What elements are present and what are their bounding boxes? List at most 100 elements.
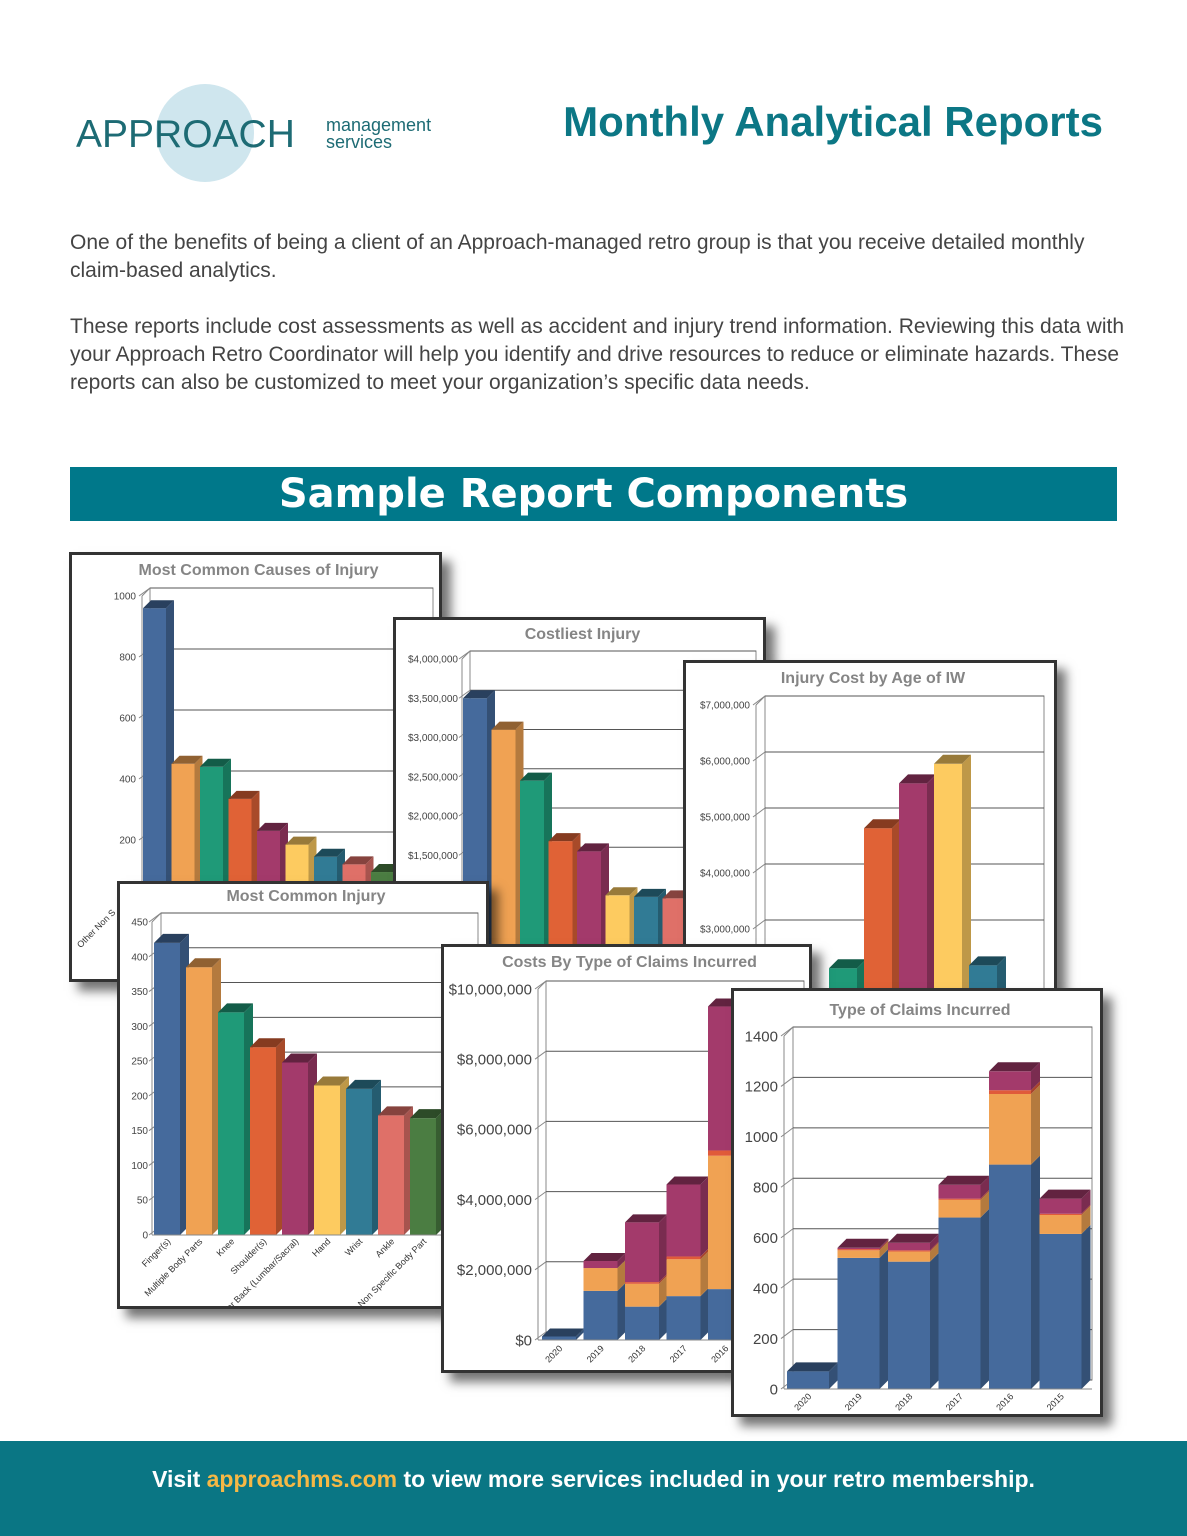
chart-title: Costliest Injury bbox=[525, 626, 641, 643]
bar-segment bbox=[1039, 1224, 1091, 1389]
bar-top bbox=[314, 1076, 349, 1086]
bar-front bbox=[378, 1115, 404, 1235]
y-tick-label: $3,500,000 bbox=[408, 694, 458, 705]
x-category-label: Wrist bbox=[343, 1236, 365, 1258]
bar-front bbox=[888, 1261, 930, 1389]
bar-segment bbox=[837, 1241, 889, 1258]
bar-front bbox=[228, 798, 252, 901]
bar-segment bbox=[625, 1274, 667, 1284]
bar-front bbox=[837, 1247, 880, 1250]
bar-side bbox=[1031, 1062, 1040, 1091]
y-tick-label: 50 bbox=[137, 1196, 149, 1207]
bar-segment bbox=[625, 1275, 667, 1307]
bar-top bbox=[186, 958, 221, 968]
bar-side bbox=[700, 1251, 709, 1297]
bar-side bbox=[617, 1282, 626, 1340]
bar-top bbox=[899, 774, 936, 784]
bar-top bbox=[378, 1106, 413, 1116]
bar bbox=[346, 1079, 381, 1235]
bar-front bbox=[625, 1306, 659, 1340]
bar-front bbox=[708, 1150, 742, 1156]
bar-top bbox=[864, 819, 901, 829]
bar bbox=[154, 933, 189, 1235]
bars bbox=[154, 933, 445, 1235]
bar-side bbox=[659, 1298, 667, 1340]
y-tick-label: $4,000,000 bbox=[408, 655, 458, 666]
y-tick-label: $7,000,000 bbox=[700, 701, 750, 712]
bar-front bbox=[218, 1012, 244, 1235]
bar-top bbox=[577, 843, 609, 852]
bar-segment bbox=[989, 1155, 1040, 1389]
bar-side bbox=[879, 1241, 889, 1258]
y-tick-label: 400 bbox=[753, 1280, 778, 1297]
tick-mark bbox=[534, 1261, 547, 1271]
website-link[interactable]: approachms.com bbox=[206, 1466, 398, 1492]
bar-segment bbox=[1039, 1204, 1091, 1216]
y-tick-label: $5,000,000 bbox=[700, 813, 750, 824]
bar-top bbox=[605, 887, 638, 896]
bar-side bbox=[659, 1275, 667, 1307]
bar-top bbox=[342, 856, 374, 865]
bar-segment bbox=[938, 1208, 990, 1389]
bar-side bbox=[962, 754, 971, 1017]
bar-side bbox=[617, 1260, 626, 1291]
bar-side bbox=[1081, 1206, 1091, 1234]
y-tick-label: 400 bbox=[131, 952, 148, 963]
bar-top bbox=[491, 721, 524, 730]
y-tick-label: 600 bbox=[753, 1230, 778, 1247]
tick-mark bbox=[534, 1331, 547, 1341]
y-tick-label: 800 bbox=[119, 653, 136, 664]
bar-front bbox=[837, 1257, 880, 1389]
bar-top bbox=[1039, 1189, 1091, 1199]
y-tick-label: $2,500,000 bbox=[408, 772, 458, 783]
y-tick-label: 100 bbox=[131, 1161, 148, 1172]
bar-front bbox=[938, 1199, 981, 1218]
bar-top bbox=[218, 1003, 253, 1013]
bar-side bbox=[700, 1288, 709, 1340]
y-tick-label: $6,000,000 bbox=[700, 757, 750, 768]
tick-mark bbox=[780, 1127, 794, 1138]
bar-segment bbox=[583, 1253, 626, 1269]
bar-front bbox=[1039, 1198, 1082, 1214]
bar-segment bbox=[666, 1288, 709, 1340]
bar-side bbox=[1031, 1081, 1040, 1094]
bar-side bbox=[576, 1328, 584, 1340]
x-category-label: 2018 bbox=[626, 1343, 647, 1364]
tick-mark bbox=[780, 1077, 794, 1087]
chart-card-claims-incurred: Type of Claims Incurred 0 200 400 600 800 1000… bbox=[731, 988, 1103, 1417]
bars bbox=[463, 690, 695, 973]
x-category-label: 2017 bbox=[668, 1343, 689, 1364]
bar bbox=[864, 819, 901, 1017]
intro-paragraph-2: These reports include cost assessments a… bbox=[70, 315, 1125, 394]
tick-mark bbox=[780, 1329, 794, 1339]
bar-top bbox=[938, 1175, 990, 1185]
bar-front bbox=[934, 763, 962, 1017]
bar-side bbox=[980, 1190, 990, 1218]
bar-front bbox=[410, 1118, 436, 1235]
y-tick-label: $3,000,000 bbox=[700, 925, 750, 936]
bar-front bbox=[1039, 1233, 1082, 1389]
x-category-label: Multiple Body Parts bbox=[143, 1236, 205, 1298]
bar-side bbox=[700, 1248, 709, 1260]
bar-side bbox=[930, 1241, 939, 1252]
tick-mark bbox=[534, 1191, 547, 1201]
bar-segment bbox=[666, 1251, 709, 1297]
tick-mark bbox=[752, 919, 766, 930]
chart-svg: Most Common Injury 0 50 100 150 200 250 300 350 4… bbox=[131, 888, 479, 1306]
bar-segment bbox=[837, 1240, 889, 1251]
bar-segment bbox=[837, 1248, 889, 1389]
y-tick-label: 200 bbox=[753, 1331, 778, 1348]
x-category-label: Other Non S bbox=[75, 907, 117, 949]
y-tick-label: 150 bbox=[131, 1126, 148, 1137]
x-category-label: 2018 bbox=[893, 1391, 914, 1412]
x-category-label: 2020 bbox=[543, 1343, 564, 1364]
bar-top bbox=[829, 959, 866, 969]
y-tick-label: 1200 bbox=[745, 1079, 778, 1096]
bar-front bbox=[1039, 1215, 1082, 1234]
bar-front bbox=[200, 766, 223, 901]
tick-mark bbox=[752, 863, 766, 874]
bar-top bbox=[969, 956, 1006, 966]
x-category-label: 2016 bbox=[994, 1391, 1015, 1412]
bar bbox=[520, 772, 552, 973]
bar-front bbox=[989, 1090, 1031, 1094]
